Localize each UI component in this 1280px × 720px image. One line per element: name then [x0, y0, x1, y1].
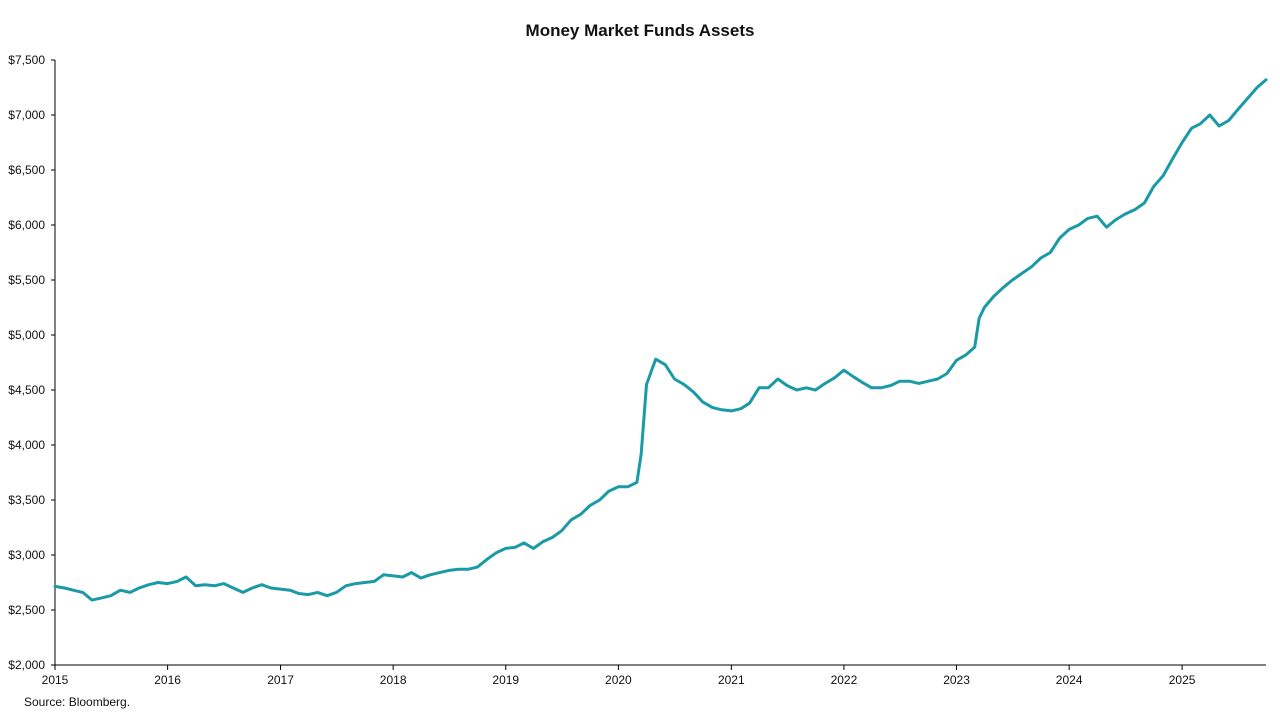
x-tick-label: 2022 — [831, 673, 858, 687]
y-tick-label: $3,500 — [8, 493, 45, 507]
y-tick-label: $6,500 — [8, 163, 45, 177]
x-tick-label: 2017 — [267, 673, 294, 687]
x-tick-label: 2024 — [1056, 673, 1083, 687]
y-tick-label: $5,500 — [8, 273, 45, 287]
y-tick-label: $2,000 — [8, 658, 45, 672]
x-tick-label: 2021 — [718, 673, 745, 687]
y-tick-label: $5,000 — [8, 328, 45, 342]
y-tick-label: $2,500 — [8, 603, 45, 617]
x-tick-label: 2016 — [154, 673, 181, 687]
chart-title: Money Market Funds Assets — [525, 21, 755, 40]
y-tick-label: $6,000 — [8, 218, 45, 232]
y-tick-label: $4,500 — [8, 383, 45, 397]
x-axis: 2015 2016 2017 2018 2019 2020 2021 2022 2023 2024… — [42, 664, 1266, 687]
x-tick-label: 2015 — [42, 673, 69, 687]
x-tick-label: 2020 — [605, 673, 632, 687]
series-line-0 — [53, 78, 1268, 602]
x-tick-label: 2025 — [1169, 673, 1196, 687]
y-tick-label: $7,500 — [8, 53, 45, 67]
x-tick-label: 2018 — [380, 673, 407, 687]
series-group — [53, 78, 1268, 602]
y-tick-label: $3,000 — [8, 548, 45, 562]
y-axis: $2,000 $2,500 $3,000 $3,500 $4,000 $4,500 $5,0… — [8, 53, 56, 672]
x-tick-label: 2023 — [943, 673, 970, 687]
y-tick-label: $7,000 — [8, 108, 45, 122]
y-tick-label: $4,000 — [8, 438, 45, 452]
source-note: Source: Bloomberg. — [24, 695, 131, 709]
x-tick-label: 2019 — [492, 673, 519, 687]
